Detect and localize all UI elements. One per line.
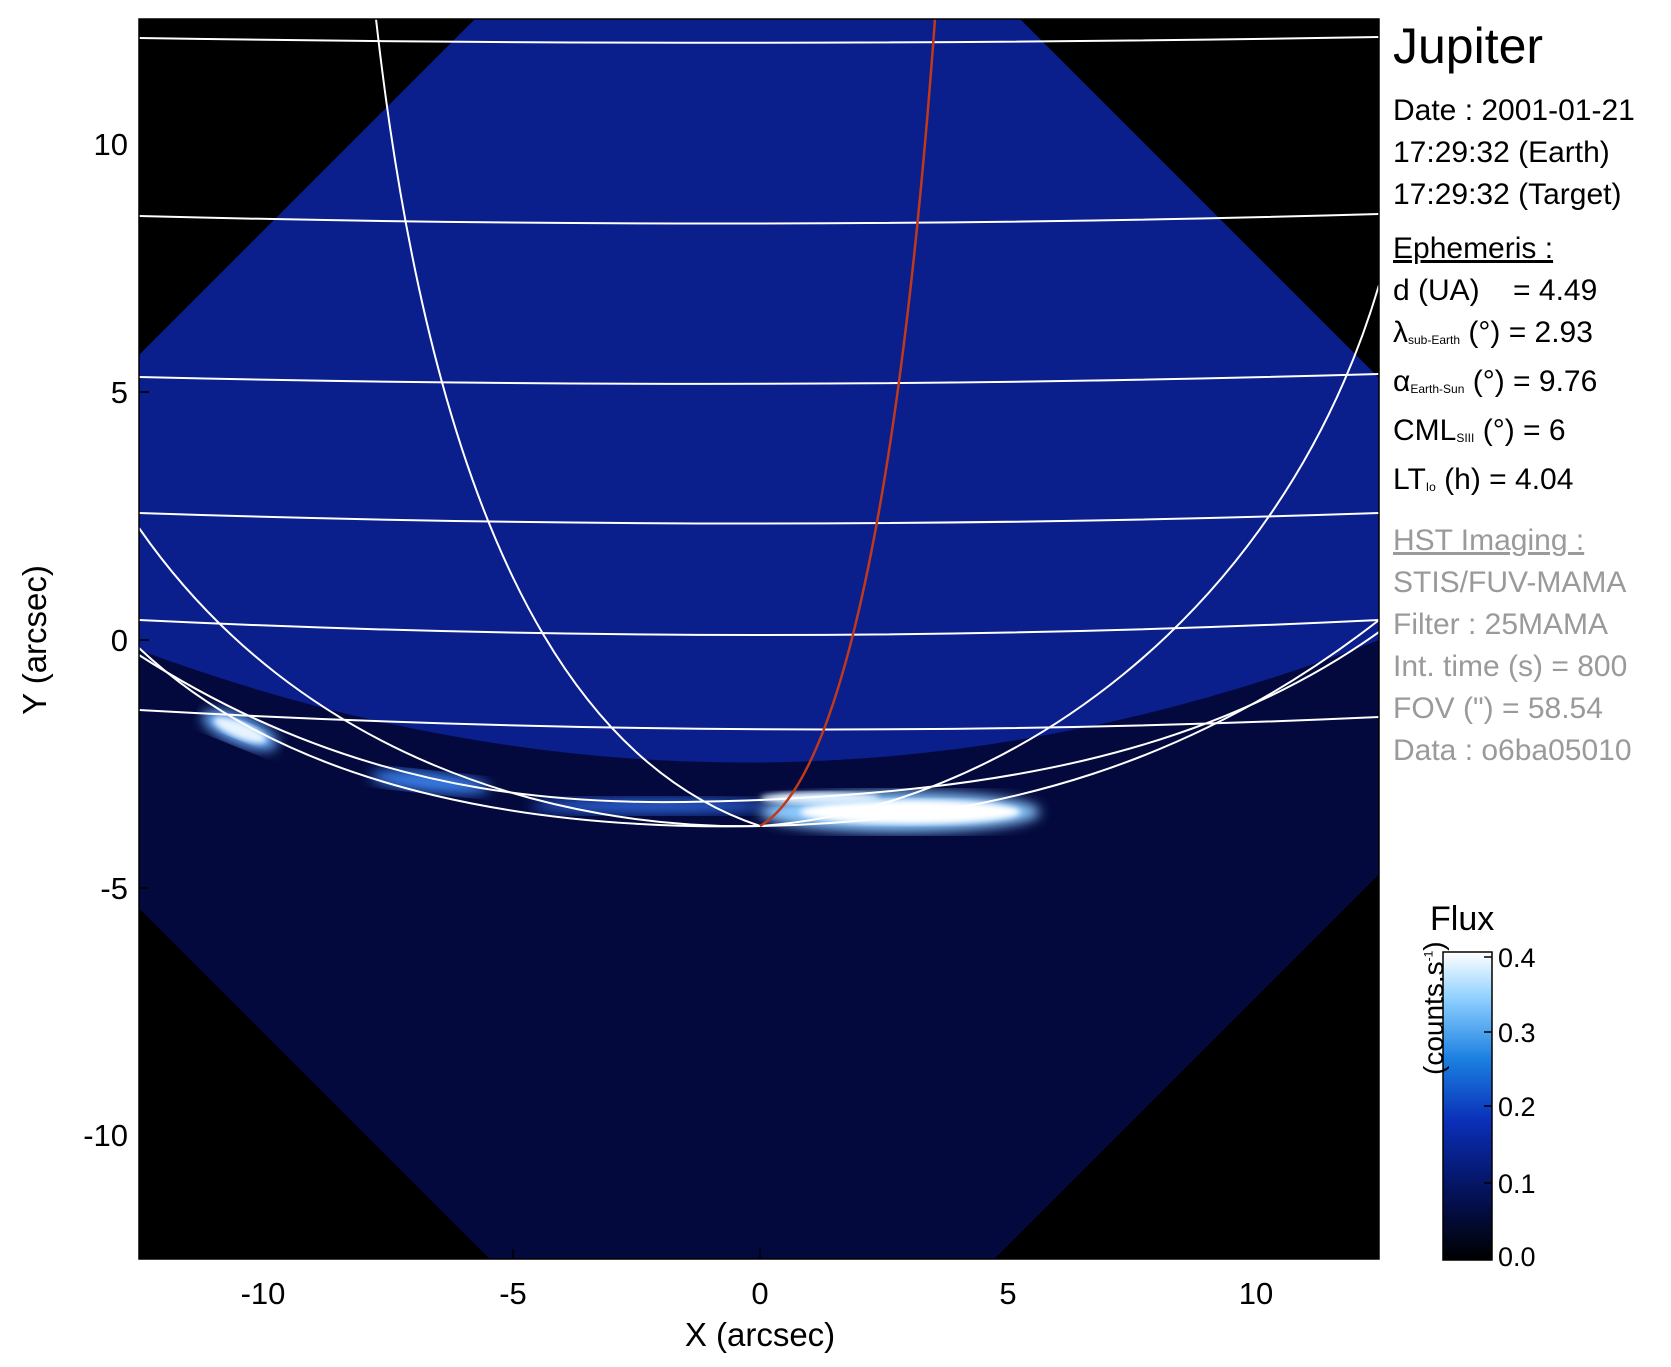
plot-frame — [138, 18, 1380, 1260]
field-of-view: FOV (") = 58.54 — [1393, 692, 1603, 725]
distance-label: d (UA) — [1393, 274, 1480, 307]
longitude-line — [759, 284, 1379, 827]
cml-row: CMLSIII (°) = 6 — [1393, 410, 1663, 459]
data-id: Data : o6ba05010 — [1393, 734, 1632, 767]
instrument: STIS/FUV-MAMA — [1393, 566, 1627, 599]
longitude-line — [139, 631, 1379, 804]
latitude-line — [139, 512, 1379, 525]
colorbar-tick-label: 0.4 — [1498, 943, 1536, 973]
x-tick-label: -5 — [499, 1276, 527, 1311]
distance-value: = 4.49 — [1513, 274, 1598, 307]
sub-earth-latitude-row: λsub-Earth (°) = 2.93 — [1393, 312, 1663, 361]
y-tick-label: 0 — [111, 623, 128, 658]
lambda-value: (°) = 2.93 — [1468, 316, 1593, 349]
cml-value: (°) = 6 — [1482, 414, 1566, 447]
colorbar — [1442, 951, 1493, 1261]
lt-label: LT — [1393, 463, 1426, 496]
y-axis-title: Y (arcsec) — [16, 565, 53, 715]
lambda-subscript: sub-Earth — [1408, 333, 1461, 347]
colorbar-tick-label: 0.2 — [1498, 1092, 1536, 1122]
hst-imaging-header: HST Imaging : — [1393, 524, 1585, 557]
date-line: Date : 2001-01-21 — [1393, 94, 1635, 127]
x-tick-label: -10 — [241, 1276, 286, 1311]
y-tick-label: 5 — [111, 375, 128, 410]
io-local-time-row: LTIo (h) = 4.04 — [1393, 459, 1663, 508]
filter: Filter : 25MAMA — [1393, 608, 1609, 641]
x-tick-label: 0 — [751, 1276, 768, 1311]
target-time: 17:29:32 (Target) — [1393, 178, 1622, 211]
distance-row: d (UA) = 4.49 — [1393, 270, 1663, 312]
alpha-value: (°) = 9.76 — [1472, 365, 1598, 398]
cml-subscript: SIII — [1456, 431, 1475, 445]
latitude-line — [139, 619, 1379, 636]
ephemeris-header: Ephemeris : — [1393, 232, 1554, 265]
y-axis-ticks — [139, 143, 149, 1136]
colorbar-tick-label: 0.3 — [1498, 1018, 1536, 1048]
colorbar-tick-label: 0.1 — [1498, 1169, 1536, 1199]
colorbar-unit-label: (counts.s-1) — [1418, 941, 1449, 1075]
colorbar-ticks — [1484, 956, 1492, 1257]
alpha-subscript: Earth-Sun — [1410, 382, 1465, 396]
jupiter-uv-image — [139, 19, 1379, 1259]
y-tick-label: -10 — [83, 1118, 128, 1153]
colorbar-tick-label: 0.0 — [1498, 1242, 1536, 1272]
longitude-line — [375, 19, 761, 827]
latitude-grid — [139, 36, 1379, 731]
y-tick-label: 10 — [94, 127, 128, 162]
lt-subscript: Io — [1425, 480, 1436, 494]
lambda-symbol: λ — [1393, 316, 1408, 349]
target-title: Jupiter — [1393, 18, 1544, 74]
earth-time: 17:29:32 (Earth) — [1393, 136, 1610, 169]
integration-time: Int. time (s) = 800 — [1393, 650, 1628, 683]
longitude-line — [139, 527, 761, 828]
planet-disk-shadow — [139, 640, 1379, 1259]
alpha-symbol: α — [1393, 365, 1411, 398]
phase-angle-row: αEarth-Sun (°) = 9.76 — [1393, 361, 1663, 410]
x-tick-label: 10 — [1239, 1276, 1273, 1311]
latitude-line — [139, 213, 1379, 225]
y-tick-label: -5 — [100, 871, 128, 906]
info-panel: Jupiter Date : 2001-01-21 17:29:32 (Eart… — [1393, 16, 1663, 772]
x-tick-label: 5 — [999, 1276, 1016, 1311]
lt-value: (h) = 4.04 — [1444, 463, 1574, 496]
x-axis-ticks — [262, 1249, 1257, 1259]
x-axis-title: X (arcsec) — [685, 1316, 835, 1353]
latitude-line — [139, 36, 1379, 44]
cml-label: CML — [1393, 414, 1457, 447]
cml-meridian-line — [759, 19, 937, 828]
colorbar-title: Flux — [1430, 900, 1495, 938]
latitude-line — [139, 709, 1379, 731]
latitude-line — [139, 373, 1379, 385]
